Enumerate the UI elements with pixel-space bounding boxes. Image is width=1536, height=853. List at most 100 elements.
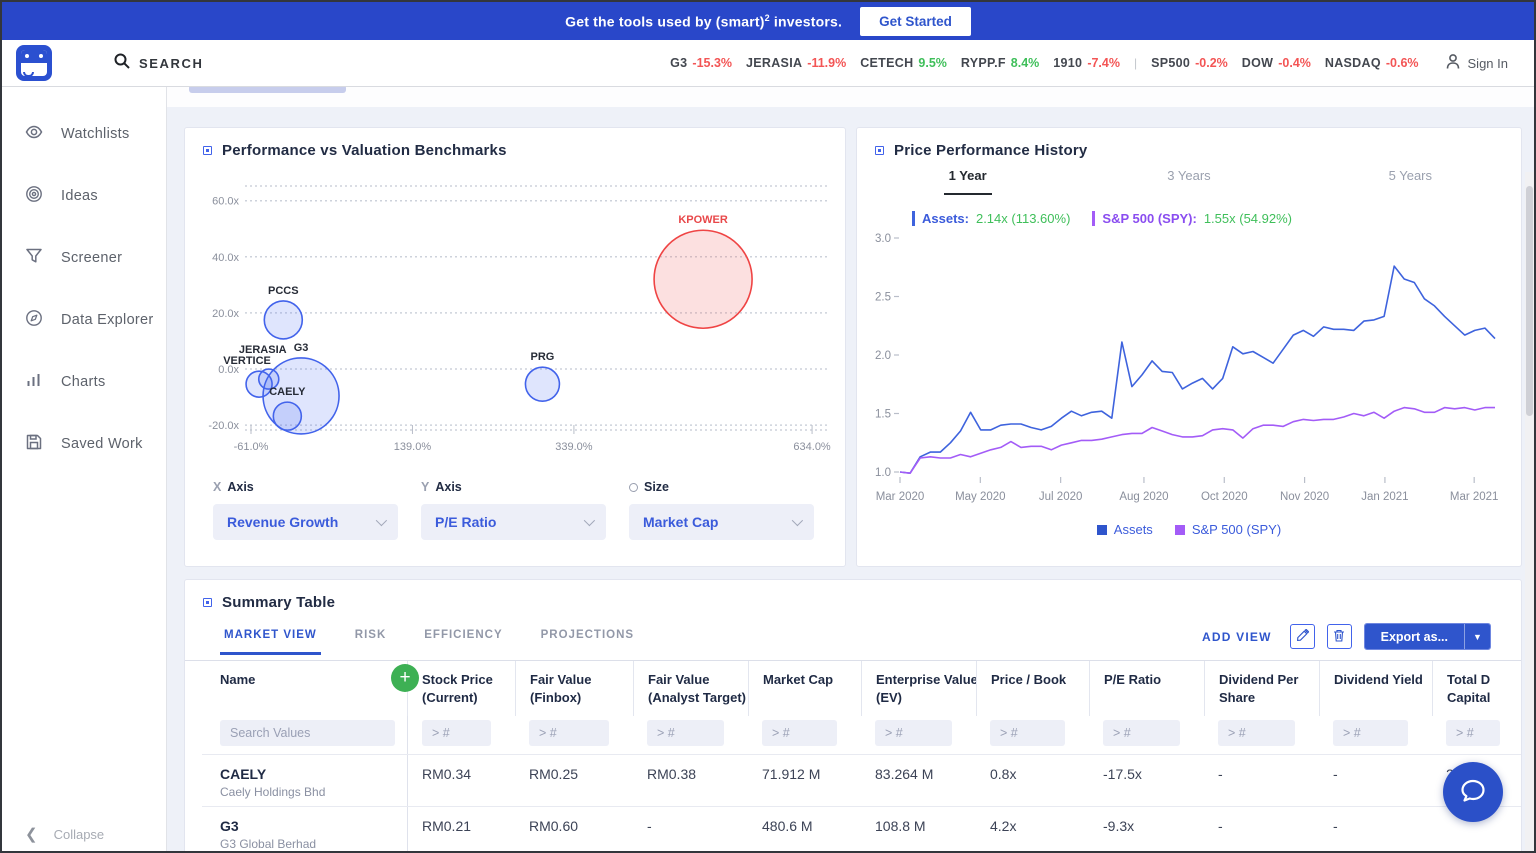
company-cell: G3G3 Global Berhad [202,807,407,851]
numeric-filter-input[interactable] [1333,720,1408,746]
x-axis-select[interactable]: Revenue Growth [213,504,398,540]
sidebar-item-data-explorer[interactable]: Data Explorer [2,305,166,335]
finbox-logo[interactable] [16,45,52,81]
svg-text:60.0x: 60.0x [212,196,239,208]
column-header[interactable]: Fair Value(Finbox) [515,661,633,716]
column-header[interactable]: Dividend PerShare [1204,661,1319,716]
table-row-caely[interactable]: CAELYCaely Holdings BhdRM0.34RM0.25RM0.3… [202,754,1522,806]
svg-text:Mar 2021: Mar 2021 [1450,491,1499,503]
search-control[interactable]: SEARCH [114,53,204,74]
legend-item-assets[interactable]: Assets [1097,522,1153,537]
numeric-filter-input[interactable] [422,720,491,746]
tab-risk[interactable]: RISK [355,629,386,654]
edit-view-button[interactable] [1290,624,1315,649]
svg-text:G3: G3 [294,342,309,354]
sidebar-item-charts[interactable]: Charts [2,367,166,397]
ticker-G3[interactable]: G3-15.3% [670,56,732,70]
tab-3-years[interactable]: 3 Years [1078,168,1299,195]
chevron-left-icon: ❮ [25,825,38,843]
panel-drag-icon[interactable] [203,146,212,155]
value-cell: 0.8x [976,755,1089,806]
sidebar-item-watchlists[interactable]: Watchlists [2,119,166,149]
summary-table-panel: Summary Table MARKET VIEW RISK EFFICIENCY P… [184,579,1522,851]
collapse-label: Collapse [54,827,105,842]
bubble-prg[interactable]: PRG [525,351,559,401]
svg-text:40.0x: 40.0x [212,252,239,264]
chevron-down-icon [792,515,803,526]
size-select[interactable]: Market Cap [629,504,814,540]
numeric-filter-input[interactable] [762,720,837,746]
sidebar-collapse-button[interactable]: ❮ Collapse [25,825,104,843]
price-history-panel: Price Performance History 1 Year3 Years5… [856,127,1522,567]
tab-5-years[interactable]: 5 Years [1300,168,1521,195]
name-filter-input[interactable] [220,720,395,746]
svg-text:-61.0%: -61.0% [234,441,269,453]
summary-title: Summary Table [222,594,335,611]
value-cell: - [633,807,748,851]
x-axis-select-group: XAxis Revenue Growth [213,480,398,540]
sidebar-item-saved-work[interactable]: Saved Work [2,429,166,459]
sidebar-item-ideas[interactable]: Ideas [2,181,166,211]
ticker-CETECH[interactable]: CETECH9.5% [860,56,947,70]
add-column-button[interactable]: + [391,664,419,692]
svg-text:KPOWER: KPOWER [678,214,728,226]
numeric-filter-input[interactable] [1446,720,1500,746]
column-header[interactable]: Market Cap [748,661,861,716]
promo-text: Get the tools used by (smart)2 investors… [565,13,842,30]
numeric-filter-input[interactable] [875,720,952,746]
numeric-filter-input[interactable] [529,720,609,746]
export-as-button[interactable]: Export as... ▼ [1364,623,1491,650]
chat-widget-button[interactable] [1443,762,1503,822]
svg-text:634.0%: 634.0% [793,441,831,453]
ticker-RYPP.F[interactable]: RYPP.F8.4% [961,56,1039,70]
scrollbar-thumb[interactable] [1526,186,1533,416]
value-cell: RM0.25 [515,755,633,806]
ticker-NASDAQ[interactable]: NASDAQ-0.6% [1325,56,1419,70]
tab-market-view[interactable]: MARKET VIEW [224,629,317,654]
tab-1-year[interactable]: 1 Year [857,168,1078,195]
legend-item-s-p-500-spy-[interactable]: S&P 500 (SPY) [1175,522,1281,537]
size-label: Size [644,480,669,494]
panel-drag-icon[interactable] [203,598,212,607]
svg-text:Jan 2021: Jan 2021 [1361,491,1408,503]
bubble-pccs[interactable]: PCCS [264,285,302,339]
ticker-DOW[interactable]: DOW-0.4% [1242,56,1311,70]
ticker-JERASIA[interactable]: JERASIA-11.9% [746,56,846,70]
search-label: SEARCH [139,56,204,71]
column-header[interactable]: Total DCapital [1432,661,1522,716]
column-header[interactable]: Fair Value(Analyst Target) [633,661,748,716]
bubble-kpower[interactable]: KPOWER [654,214,752,328]
numeric-filter-input[interactable] [647,720,724,746]
value-cell: - [1319,807,1432,851]
user-icon [1445,53,1461,73]
compass-icon [25,309,43,332]
page-scrollbar[interactable] [1525,172,1534,851]
numeric-filter-input[interactable] [1218,720,1295,746]
column-header[interactable]: Dividend Yield [1319,661,1432,716]
y-axis-select[interactable]: P/E Ratio [421,504,606,540]
legend-entry: Assets:2.14x (113.60%) [912,211,1070,226]
ticker-1910[interactable]: 1910-7.4% [1053,56,1120,70]
logo-eye-right [39,54,43,58]
tab-efficiency[interactable]: EFFICIENCY [424,629,502,654]
svg-text:Oct 2020: Oct 2020 [1201,491,1248,503]
ticker-SP500[interactable]: SP500-0.2% [1151,56,1228,70]
add-view-button[interactable]: ADD VIEW [1202,630,1272,644]
table-row-g3[interactable]: G3G3 Global BerhadRM0.21RM0.60-480.6 M10… [202,806,1522,851]
column-header[interactable]: Enterprise Value(EV) [861,661,976,716]
export-caret-icon[interactable]: ▼ [1464,624,1490,649]
column-header[interactable]: Name [202,661,407,716]
panel-drag-icon[interactable] [875,146,884,155]
svg-text:Aug 2020: Aug 2020 [1119,491,1168,503]
sign-in-button[interactable]: Sign In [1445,53,1508,73]
column-header[interactable]: P/E Ratio [1089,661,1204,716]
sidebar-item-screener[interactable]: Screener [2,243,166,273]
column-header[interactable]: Price / Book [976,661,1089,716]
tab-projections[interactable]: PROJECTIONS [541,629,634,654]
get-started-button[interactable]: Get Started [860,7,971,36]
value-cell: 480.6 M [748,807,861,851]
column-header[interactable]: Stock Price(Current) [407,661,515,716]
numeric-filter-input[interactable] [990,720,1065,746]
delete-view-button[interactable] [1327,624,1352,649]
numeric-filter-input[interactable] [1103,720,1180,746]
